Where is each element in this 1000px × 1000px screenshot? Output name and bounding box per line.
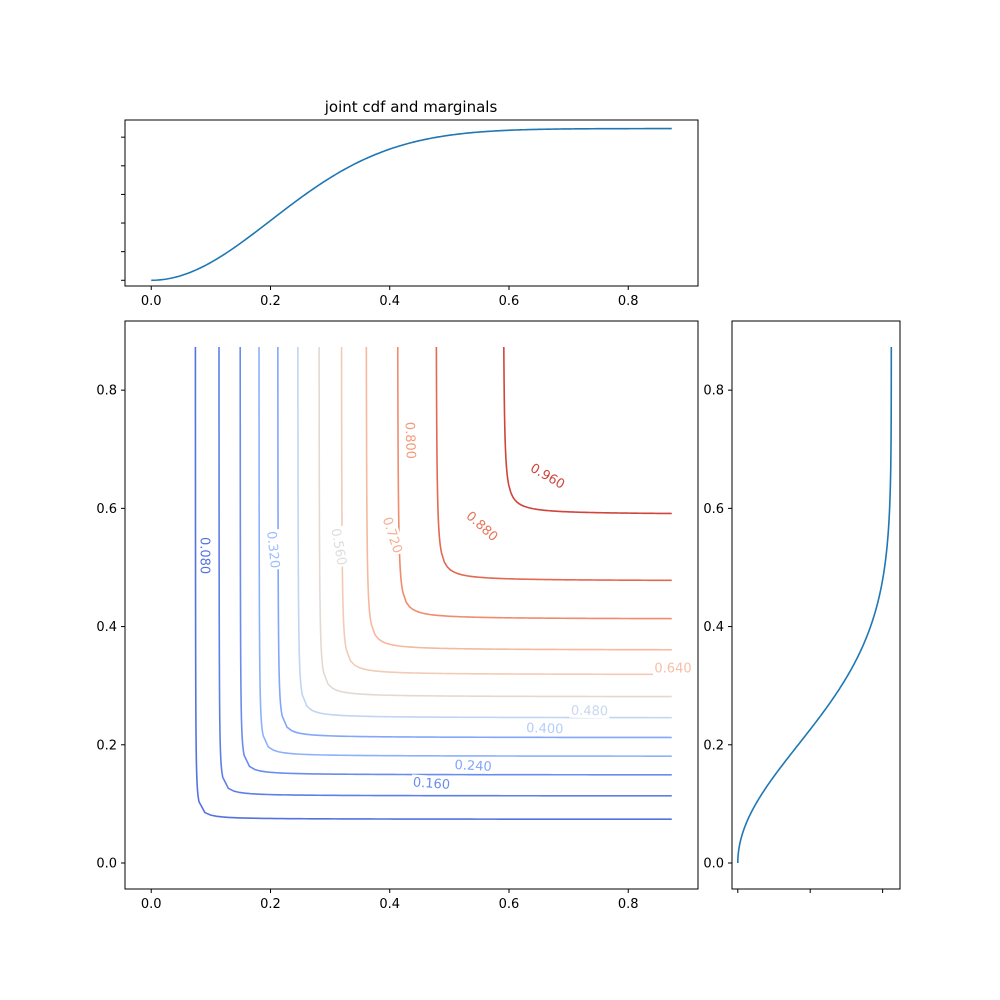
contour-label: 0.480 <box>569 702 610 720</box>
main-x-tick-label: 0.2 <box>260 897 281 912</box>
contour-label-bg <box>524 720 566 737</box>
main-y-tick-label: 0.6 <box>96 502 117 517</box>
main-y-tick-label: 0.8 <box>96 384 117 399</box>
contour-label-bg <box>263 529 284 571</box>
contour-label: 0.160 <box>411 774 452 793</box>
contour-label: 0.080 <box>196 535 213 576</box>
contour-label-bg <box>411 774 452 793</box>
right-y-tick-label: 0.2 <box>703 738 724 753</box>
top-x-tick-label: 0.8 <box>618 294 639 309</box>
contour-label-text: 0.320 <box>263 531 282 570</box>
top-x-tick-label: 0.4 <box>379 294 400 309</box>
contour-line <box>396 347 672 620</box>
contour-label-bg <box>526 459 569 493</box>
contour-line <box>277 347 672 739</box>
contour-label-text: 0.400 <box>526 721 564 737</box>
top-marginal-line <box>151 127 672 282</box>
right-axis-ticks: 0.0 0.2 0.4 0.6 0.8 <box>703 384 884 893</box>
main-x-tick-label: 0.0 <box>141 897 162 912</box>
right-marginal-panel: 0.0 0.2 0.4 0.6 0.8 <box>703 320 901 893</box>
contour-line <box>365 347 672 651</box>
top-marginal-plot <box>151 127 672 282</box>
main-y-tick-label: 0.0 <box>96 856 117 871</box>
contour-line <box>503 347 672 515</box>
contour-label-text: 0.160 <box>412 775 450 793</box>
chart-title: joint cdf and marginals <box>324 98 498 116</box>
contour-label: 0.320 <box>263 529 284 571</box>
contour-line <box>258 347 672 757</box>
contour-label: 0.640 <box>653 660 693 676</box>
top-marginal-panel: joint cdf and marginals 0.0 0.2 0.4 0.6 0.8 <box>121 98 699 309</box>
right-y-tick-label: 0.6 <box>703 502 724 517</box>
contour-line <box>340 347 672 676</box>
contour-label-text: 0.080 <box>196 537 211 574</box>
contour-label-text: 0.240 <box>454 758 492 775</box>
main-x-tick-label: 0.4 <box>379 897 400 912</box>
contour-label: 0.560 <box>327 525 350 568</box>
top-axis-ticks: 0.0 0.2 0.4 0.6 0.8 <box>121 136 639 309</box>
contour-label-bg <box>328 525 350 568</box>
contour-label-text: 0.800 <box>401 422 417 460</box>
contour-label-bg <box>569 702 610 719</box>
right-y-tick-label: 0.4 <box>703 620 724 635</box>
right-y-tick-label: 0.8 <box>703 384 724 399</box>
main-axis-ticks: 0.0 0.2 0.4 0.6 0.8 0.0 0.2 0.4 0.6 0.8 <box>96 384 638 912</box>
contour-line <box>218 347 672 797</box>
contour-label-text: 0.560 <box>327 527 348 566</box>
contour-line <box>239 347 672 776</box>
contour-label-bg <box>452 756 494 775</box>
top-axes-frame <box>124 119 699 287</box>
contour-label-bg <box>379 513 407 557</box>
right-marginal-plot <box>736 347 893 864</box>
top-x-tick-label: 0.2 <box>260 294 281 309</box>
right-y-tick-label: 0.0 <box>703 856 724 871</box>
contour-label: 0.400 <box>524 720 566 737</box>
main-y-tick-label: 0.4 <box>96 620 117 635</box>
contour-label-bg <box>402 420 419 461</box>
right-axes-frame <box>731 320 901 890</box>
contour-label-text: 0.480 <box>571 704 608 720</box>
contour-line <box>297 347 672 719</box>
top-x-tick-label: 0.0 <box>141 294 162 309</box>
contour-line <box>318 347 672 698</box>
main-x-tick-label: 0.8 <box>618 897 639 912</box>
contour-line <box>194 347 672 821</box>
top-x-tick-label: 0.6 <box>499 294 520 309</box>
contour-label: 0.240 <box>452 756 494 775</box>
main-x-tick-label: 0.6 <box>499 897 520 912</box>
main-axes-frame <box>124 320 699 890</box>
right-marginal-line <box>736 347 893 864</box>
contour-label: 0.800 <box>401 420 419 461</box>
contour-label-bg <box>653 660 693 676</box>
contour-lines <box>194 347 672 821</box>
contour-label-text: 0.640 <box>654 661 691 676</box>
contour-line <box>435 347 672 582</box>
main-y-tick-label: 0.2 <box>96 738 117 753</box>
contour-label-bg <box>197 535 213 576</box>
contour-label-bg <box>462 507 503 546</box>
